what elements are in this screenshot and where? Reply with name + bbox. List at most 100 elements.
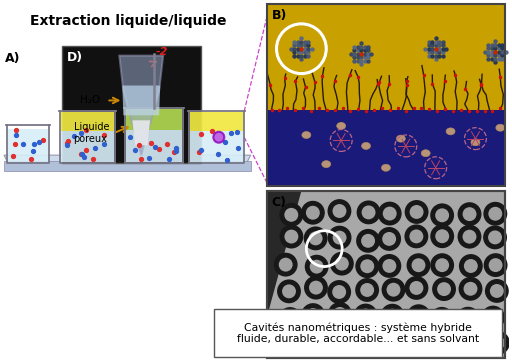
Circle shape bbox=[409, 332, 432, 356]
Circle shape bbox=[361, 205, 375, 219]
Circle shape bbox=[307, 332, 322, 346]
Circle shape bbox=[387, 283, 400, 297]
Circle shape bbox=[306, 206, 320, 220]
Circle shape bbox=[282, 335, 295, 349]
Circle shape bbox=[381, 278, 406, 302]
Text: D): D) bbox=[67, 51, 83, 64]
Circle shape bbox=[435, 229, 449, 243]
Circle shape bbox=[306, 308, 320, 322]
Ellipse shape bbox=[471, 139, 480, 146]
Circle shape bbox=[328, 226, 352, 249]
Bar bbox=[267, 191, 505, 358]
Circle shape bbox=[383, 206, 397, 221]
Circle shape bbox=[278, 307, 302, 331]
Circle shape bbox=[404, 276, 429, 300]
Bar bbox=[267, 191, 505, 358]
Circle shape bbox=[280, 225, 303, 248]
Circle shape bbox=[380, 330, 403, 353]
Circle shape bbox=[303, 327, 326, 351]
Circle shape bbox=[484, 253, 507, 277]
Circle shape bbox=[332, 285, 346, 299]
Circle shape bbox=[463, 282, 478, 296]
Ellipse shape bbox=[421, 150, 430, 157]
Circle shape bbox=[481, 306, 505, 330]
Circle shape bbox=[485, 279, 509, 303]
Circle shape bbox=[360, 283, 374, 297]
Polygon shape bbox=[132, 120, 150, 145]
Circle shape bbox=[407, 304, 431, 328]
Polygon shape bbox=[4, 155, 251, 163]
Circle shape bbox=[430, 307, 454, 331]
Text: Liquide
poreux: Liquide poreux bbox=[74, 122, 109, 144]
Text: B): B) bbox=[271, 9, 287, 22]
Circle shape bbox=[329, 330, 353, 354]
Circle shape bbox=[432, 277, 456, 301]
Circle shape bbox=[382, 259, 396, 273]
Bar bbox=[267, 4, 505, 186]
Circle shape bbox=[301, 201, 325, 225]
Ellipse shape bbox=[322, 161, 331, 168]
Circle shape bbox=[486, 331, 510, 355]
Circle shape bbox=[486, 310, 500, 325]
Circle shape bbox=[458, 202, 481, 226]
Circle shape bbox=[277, 279, 301, 303]
Circle shape bbox=[333, 307, 347, 321]
Circle shape bbox=[488, 230, 502, 244]
FancyBboxPatch shape bbox=[214, 309, 502, 357]
Ellipse shape bbox=[337, 122, 346, 129]
Circle shape bbox=[328, 302, 352, 326]
Bar bbox=[61, 46, 201, 163]
Circle shape bbox=[385, 335, 399, 348]
Text: A): A) bbox=[5, 52, 20, 65]
Circle shape bbox=[412, 258, 425, 272]
Circle shape bbox=[490, 284, 504, 298]
Circle shape bbox=[456, 307, 480, 331]
Circle shape bbox=[430, 253, 454, 277]
Circle shape bbox=[437, 282, 451, 296]
Circle shape bbox=[354, 304, 377, 327]
Circle shape bbox=[407, 253, 431, 277]
Circle shape bbox=[459, 254, 483, 278]
Circle shape bbox=[377, 227, 401, 251]
Circle shape bbox=[412, 309, 425, 323]
Circle shape bbox=[355, 254, 379, 278]
Circle shape bbox=[310, 260, 324, 274]
Circle shape bbox=[410, 281, 423, 295]
Circle shape bbox=[483, 202, 507, 226]
Circle shape bbox=[335, 257, 349, 271]
Circle shape bbox=[435, 208, 449, 222]
Ellipse shape bbox=[496, 124, 505, 131]
Circle shape bbox=[332, 204, 347, 218]
Circle shape bbox=[386, 309, 399, 323]
Circle shape bbox=[327, 280, 351, 304]
Circle shape bbox=[483, 226, 507, 249]
Circle shape bbox=[276, 330, 301, 354]
Bar bbox=[190, 112, 243, 131]
Polygon shape bbox=[122, 86, 160, 116]
Circle shape bbox=[301, 303, 325, 327]
Text: Cavités nanométriques : système hybride
fluide, durable, accordable... et sans s: Cavités nanométriques : système hybride … bbox=[237, 322, 479, 344]
Circle shape bbox=[356, 229, 380, 253]
Circle shape bbox=[436, 336, 450, 350]
Circle shape bbox=[413, 337, 428, 351]
Circle shape bbox=[377, 254, 401, 278]
Text: C): C) bbox=[271, 196, 287, 209]
Text: Extraction liquide/liquide: Extraction liquide/liquide bbox=[30, 14, 226, 28]
Circle shape bbox=[488, 258, 503, 272]
Ellipse shape bbox=[446, 128, 455, 135]
Circle shape bbox=[491, 336, 505, 350]
Circle shape bbox=[461, 336, 475, 350]
Circle shape bbox=[214, 132, 224, 143]
Circle shape bbox=[283, 312, 297, 326]
Circle shape bbox=[358, 335, 372, 349]
Circle shape bbox=[274, 253, 297, 277]
Circle shape bbox=[360, 259, 374, 273]
Circle shape bbox=[309, 280, 323, 295]
Circle shape bbox=[431, 331, 455, 355]
Bar bbox=[126, 130, 182, 162]
Circle shape bbox=[404, 225, 429, 248]
Circle shape bbox=[330, 252, 354, 275]
Ellipse shape bbox=[381, 164, 390, 171]
Circle shape bbox=[334, 335, 348, 349]
Circle shape bbox=[410, 205, 423, 219]
